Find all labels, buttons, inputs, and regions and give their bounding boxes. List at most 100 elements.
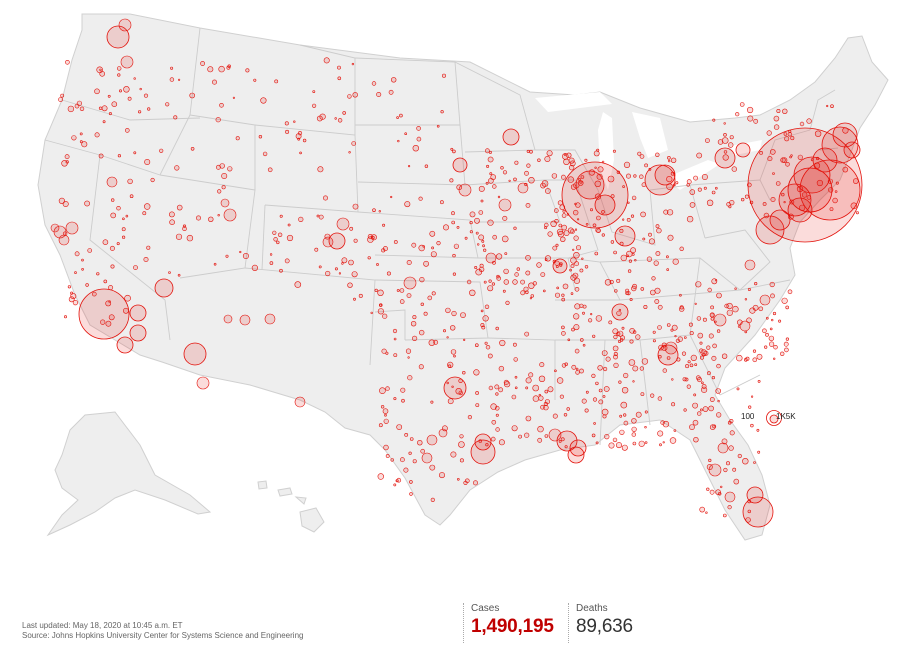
county-bubble <box>734 287 737 290</box>
county-bubble <box>517 182 529 194</box>
county-bubble <box>475 268 483 276</box>
county-bubble <box>452 272 457 276</box>
county-bubble <box>593 422 596 425</box>
county-bubble <box>109 245 115 251</box>
county-bubble <box>721 438 728 445</box>
county-bubble <box>475 403 480 408</box>
county-bubble <box>595 315 603 322</box>
county-bubble <box>770 197 776 203</box>
county-bubble <box>347 94 352 99</box>
county-bubble <box>556 286 560 290</box>
county-bubble <box>585 390 589 394</box>
county-bubble <box>127 96 132 101</box>
county-bubble <box>753 461 756 464</box>
county-bubble <box>693 393 697 397</box>
county-bubble <box>613 250 617 255</box>
county-bubble <box>525 377 532 384</box>
county-bubble <box>504 381 511 388</box>
county-bubble <box>700 408 703 412</box>
county-bubble <box>769 149 776 155</box>
county-bubble <box>596 148 600 152</box>
county-bubble <box>297 131 303 136</box>
county-bubble <box>79 106 85 112</box>
county-bubble <box>505 300 510 306</box>
county-bubble <box>544 255 552 262</box>
county-bubble <box>579 268 584 273</box>
county-bubble <box>431 291 436 296</box>
county-bubble <box>120 55 134 69</box>
county-bubble <box>574 303 581 310</box>
county-bubble <box>409 492 413 496</box>
county-bubble <box>65 59 70 65</box>
county-bubble <box>650 393 655 398</box>
county-bubble <box>177 273 181 277</box>
county-bubble <box>221 173 228 180</box>
county-bubble <box>560 437 565 442</box>
county-bubble <box>754 282 758 286</box>
county-bubble <box>695 281 702 288</box>
county-bubble <box>681 351 687 356</box>
county-bubble <box>408 165 411 168</box>
county-bubble <box>571 327 575 332</box>
county-bubble <box>617 339 621 343</box>
county-bubble <box>664 341 678 355</box>
county-bubble <box>452 157 468 173</box>
county-bubble <box>711 190 716 195</box>
county-bubble <box>783 341 789 347</box>
county-bubble <box>484 304 490 309</box>
county-bubble <box>678 306 685 312</box>
county-bubble <box>716 412 722 418</box>
county-bubble <box>598 399 604 405</box>
county-bubble <box>406 293 412 298</box>
county-bubble <box>223 314 233 324</box>
county-bubble <box>556 377 564 384</box>
county-bubble <box>553 208 559 213</box>
county-bubble <box>530 294 534 298</box>
county-bubble <box>669 437 677 444</box>
county-bubble <box>622 185 625 188</box>
county-bubble <box>400 387 406 393</box>
county-bubble <box>644 163 649 168</box>
county-bubble <box>830 104 834 108</box>
county-bubble <box>620 254 627 262</box>
county-bubble <box>473 369 480 376</box>
county-bubble <box>769 281 775 288</box>
county-bubble <box>285 129 290 134</box>
county-bubble <box>407 356 410 359</box>
county-bubble <box>458 390 463 396</box>
county-bubble <box>579 338 584 342</box>
county-bubble <box>744 194 749 199</box>
county-bubble <box>511 394 517 400</box>
county-bubble <box>264 313 276 325</box>
county-bubble <box>218 65 225 73</box>
county-bubble <box>123 86 130 93</box>
county-bubble <box>628 359 636 366</box>
county-bubble <box>797 154 803 160</box>
county-bubble <box>386 271 391 276</box>
county-bubble <box>536 262 542 268</box>
county-bubble <box>816 179 824 187</box>
county-bubble <box>592 397 598 402</box>
county-bubble <box>436 124 440 128</box>
county-bubble <box>479 263 484 268</box>
county-bubble <box>566 152 572 159</box>
county-bubble <box>581 398 587 404</box>
county-bubble <box>735 112 740 117</box>
county-bubble <box>595 441 599 445</box>
county-bubble <box>579 180 583 184</box>
county-bubble <box>832 197 838 204</box>
county-bubble <box>612 149 616 153</box>
county-bubble <box>525 254 531 261</box>
county-bubble <box>697 187 702 192</box>
county-bubble <box>745 356 750 361</box>
county-bubble <box>513 342 517 347</box>
county-bubble <box>383 418 389 424</box>
county-bubble <box>573 277 581 284</box>
county-bubble <box>706 487 710 491</box>
county-bubble <box>353 238 358 243</box>
county-bubble <box>621 326 625 330</box>
county-bubble <box>124 294 131 302</box>
county-bubble <box>690 354 697 362</box>
county-bubble <box>716 363 721 369</box>
county-bubble <box>404 132 408 135</box>
